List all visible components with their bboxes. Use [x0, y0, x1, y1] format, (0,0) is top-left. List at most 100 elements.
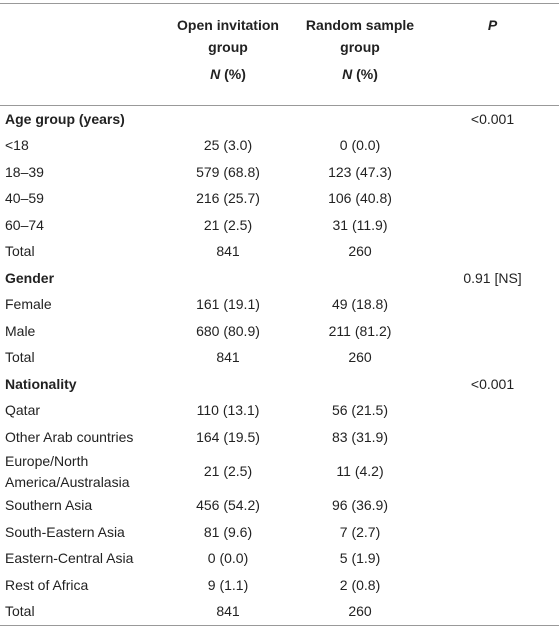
cell: 49 (18.8): [331, 296, 389, 313]
cell: [426, 519, 559, 546]
section-title: Gender: [5, 269, 55, 286]
p-value: <0.001: [470, 110, 515, 127]
section-title: Nationality: [5, 375, 77, 392]
row-label: Europe/North America/Australasia: [5, 452, 130, 490]
row-label: <18: [5, 137, 29, 154]
row-label: Total: [5, 349, 35, 366]
data-row: 60–74 21 (2.5) 31 (11.9): [0, 212, 559, 239]
cell: 81 (9.6): [203, 523, 253, 540]
cell: [426, 599, 559, 626]
data-row: Male 680 (80.9) 211 (81.2): [0, 318, 559, 345]
cell: 56 (21.5): [331, 402, 389, 419]
cell: 96 (36.9): [331, 497, 389, 514]
cell: 680 (80.9): [196, 322, 260, 339]
page: Open invitation group N (%) Random sample…: [0, 3, 559, 626]
row-label: Other Arab countries: [5, 428, 134, 445]
cell: 0 (0.0): [207, 550, 249, 567]
data-row: Total 841 260: [0, 239, 559, 266]
data-row: Rest of Africa 9 (1.1) 2 (0.8): [0, 572, 559, 599]
section-row: Age group (years) <0.001: [0, 106, 559, 133]
data-table: Open invitation group N (%) Random sample…: [0, 3, 559, 626]
data-row: Qatar 110 (13.1) 56 (21.5): [0, 398, 559, 425]
table-body: Age group (years) <0.001 <18 25 (3.0) 0 (0.0…: [0, 106, 559, 626]
row-label: 18–39: [5, 163, 44, 180]
header-row: Open invitation group N (%) Random sample…: [0, 3, 559, 106]
header-cell: Open invitation group N (%): [162, 4, 294, 106]
cell: [426, 546, 559, 573]
data-row: 18–39 579 (68.8) 123 (47.3): [0, 159, 559, 186]
cell: [426, 493, 559, 520]
cell: 579 (68.8): [196, 163, 260, 180]
section-row: Gender 0.91 [NS]: [0, 265, 559, 292]
header-blank: [0, 4, 162, 106]
cell: 2 (0.8): [339, 576, 381, 593]
cell: 456 (54.2): [196, 497, 260, 514]
cell: [426, 292, 559, 319]
cell: 164 (19.5): [196, 428, 260, 445]
data-row: Europe/North America/Australasia 21 (2.5)…: [0, 451, 559, 493]
cell: [426, 318, 559, 345]
cell: 11 (4.2): [336, 463, 384, 479]
header-cell: P: [426, 4, 559, 106]
cell: [426, 133, 559, 160]
row-label: 60–74: [5, 216, 44, 233]
row-label: Qatar: [5, 402, 41, 419]
cell: 211 (81.2): [328, 322, 392, 339]
header-title: Open invitation group: [177, 17, 279, 55]
cell: 841: [216, 603, 240, 620]
row-label: Total: [5, 243, 35, 260]
cell: 260: [348, 349, 372, 366]
row-label: Rest of Africa: [5, 576, 89, 593]
cell: 5 (1.9): [339, 550, 381, 567]
cell: 841: [216, 243, 240, 260]
row-label: Eastern-Central Asia: [5, 550, 134, 567]
cell: [426, 424, 559, 451]
header-sub: N (%): [210, 66, 246, 82]
header-title: Random sample group: [305, 17, 415, 55]
cell: [162, 106, 294, 133]
cell: [426, 212, 559, 239]
data-row: <18 25 (3.0) 0 (0.0): [0, 133, 559, 160]
cell: 161 (19.1): [196, 296, 260, 313]
cell: 9 (1.1): [207, 576, 249, 593]
cell: 31 (11.9): [332, 216, 388, 233]
row-label: South-Eastern Asia: [5, 523, 125, 540]
p-value: 0.91 [NS]: [463, 269, 522, 286]
header-sub: N (%): [342, 66, 378, 82]
cell: [426, 572, 559, 599]
cell: 260: [348, 603, 372, 620]
cell: [426, 398, 559, 425]
row-label: Female: [5, 296, 52, 313]
data-row: 40–59 216 (25.7) 106 (40.8): [0, 186, 559, 213]
cell: [294, 371, 426, 398]
cell: 83 (31.9): [331, 428, 389, 445]
cell: 123 (47.3): [328, 163, 392, 180]
cell: [426, 159, 559, 186]
cell: [426, 186, 559, 213]
cell: 106 (40.8): [328, 190, 392, 207]
cell: [294, 106, 426, 133]
cell: [426, 239, 559, 266]
row-label: 40–59: [5, 190, 44, 207]
cell: 841: [216, 349, 240, 366]
row-label: Total: [5, 603, 35, 620]
cell: 260: [348, 243, 372, 260]
cell: [426, 451, 559, 493]
cell: 110 (13.1): [196, 402, 260, 419]
p-value: <0.001: [470, 375, 515, 392]
row-label: Southern Asia: [5, 497, 93, 514]
cell: 21 (2.5): [203, 216, 253, 233]
cell: 0 (0.0): [339, 137, 381, 154]
section-title: Age group (years): [5, 110, 125, 127]
cell: 21 (2.5): [203, 463, 253, 479]
table-header: Open invitation group N (%) Random sample…: [0, 3, 559, 106]
cell: [294, 265, 426, 292]
header-cell: Random sample group N (%): [294, 4, 426, 106]
data-row: Eastern-Central Asia 0 (0.0) 5 (1.9): [0, 546, 559, 573]
section-row: Nationality <0.001: [0, 371, 559, 398]
cell: [162, 371, 294, 398]
cell: 7 (2.7): [339, 523, 381, 540]
row-label: Male: [5, 322, 36, 339]
cell: 216 (25.7): [196, 190, 260, 207]
cell: [162, 265, 294, 292]
